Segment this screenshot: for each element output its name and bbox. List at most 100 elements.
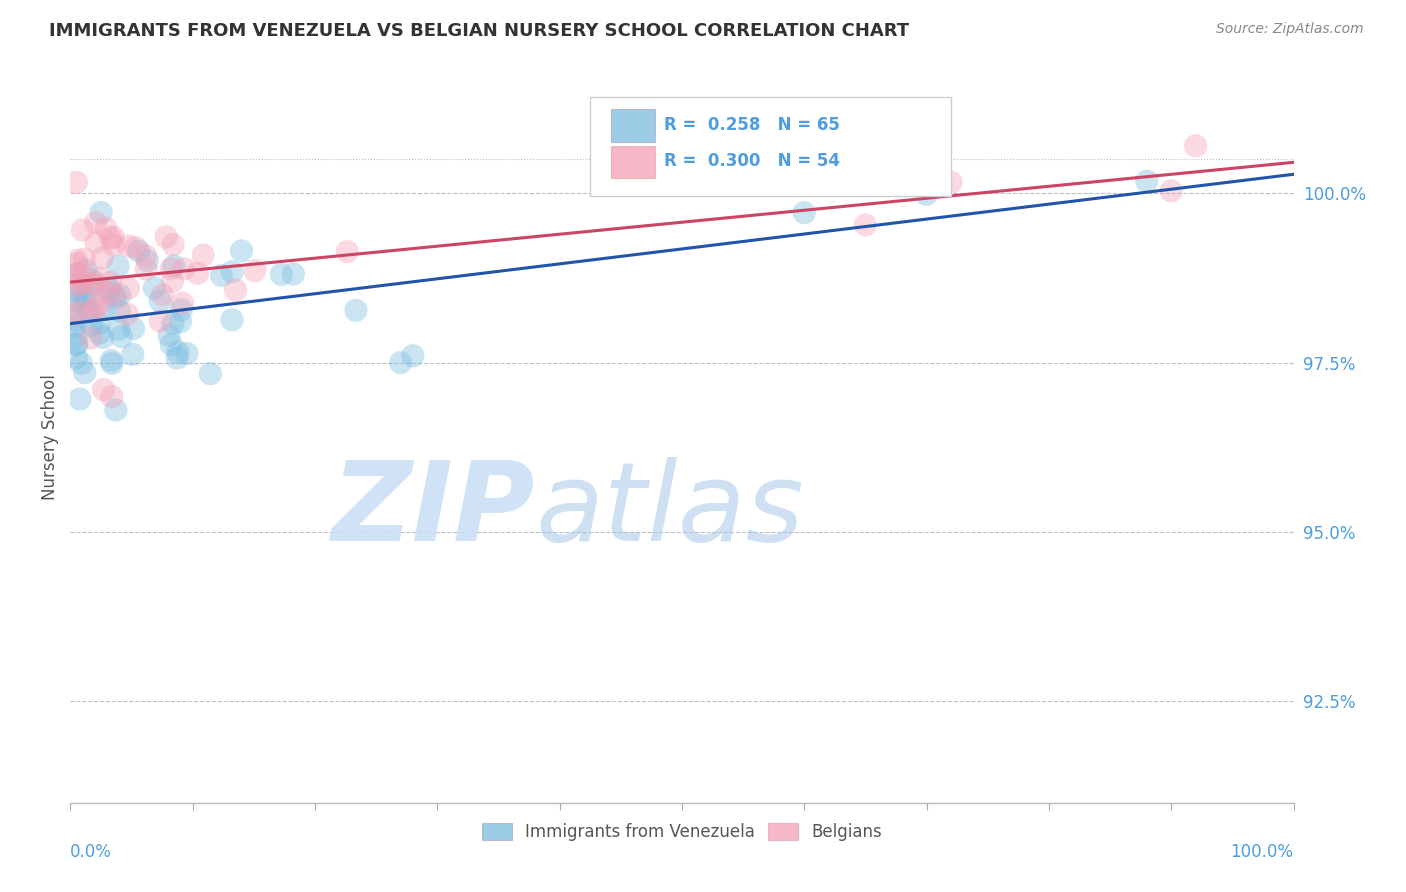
- Point: [100, 353, 122, 368]
- Point: [402, 349, 425, 363]
- Point: [162, 237, 184, 252]
- Point: [173, 261, 195, 276]
- Point: [80, 318, 103, 333]
- Point: [65, 293, 87, 308]
- Point: [103, 289, 125, 303]
- Point: [152, 288, 174, 302]
- Point: [69, 392, 91, 406]
- Point: [122, 321, 145, 335]
- Point: [87, 297, 110, 311]
- Point: [70, 277, 93, 292]
- Point: [793, 205, 815, 219]
- Point: [100, 275, 122, 289]
- Point: [101, 356, 124, 370]
- Point: [100, 231, 122, 245]
- Point: [389, 355, 412, 369]
- Text: 100.0%: 100.0%: [1230, 843, 1294, 861]
- Point: [76, 287, 98, 301]
- Point: [65, 284, 87, 298]
- Point: [65, 351, 87, 365]
- Text: R =  0.300   N = 54: R = 0.300 N = 54: [664, 153, 839, 170]
- Point: [107, 259, 129, 273]
- Point: [65, 337, 87, 351]
- Point: [336, 244, 359, 259]
- Point: [135, 262, 157, 277]
- Point: [108, 304, 131, 318]
- Text: ZIP: ZIP: [332, 457, 536, 564]
- Point: [283, 267, 305, 281]
- Point: [98, 283, 121, 297]
- Point: [93, 383, 115, 397]
- Point: [75, 263, 97, 277]
- Point: [65, 313, 87, 327]
- Point: [89, 317, 111, 331]
- Point: [94, 301, 117, 316]
- Point: [939, 175, 962, 189]
- Point: [84, 215, 107, 229]
- Point: [855, 218, 877, 232]
- Point: [231, 244, 253, 258]
- Point: [65, 318, 87, 333]
- Point: [65, 337, 87, 351]
- Point: [73, 290, 96, 304]
- Point: [80, 273, 103, 287]
- Point: [103, 238, 125, 252]
- Point: [65, 257, 87, 271]
- Point: [209, 268, 232, 283]
- Text: Source: ZipAtlas.com: Source: ZipAtlas.com: [1216, 22, 1364, 37]
- Y-axis label: Nursery School: Nursery School: [41, 374, 59, 500]
- Point: [83, 277, 105, 291]
- Point: [149, 314, 172, 328]
- Point: [65, 307, 87, 321]
- Point: [73, 366, 96, 380]
- Point: [160, 337, 183, 351]
- Point: [73, 267, 96, 281]
- Point: [69, 272, 91, 286]
- Point: [135, 249, 157, 263]
- Point: [221, 313, 243, 327]
- Point: [169, 315, 191, 329]
- Point: [108, 288, 131, 302]
- Point: [86, 300, 108, 314]
- Point: [166, 351, 188, 365]
- Legend: Immigrants from Venezuela, Belgians: Immigrants from Venezuela, Belgians: [474, 814, 890, 849]
- Point: [176, 346, 198, 360]
- Point: [128, 244, 150, 258]
- Point: [110, 329, 132, 343]
- Point: [170, 302, 193, 317]
- Point: [344, 303, 367, 318]
- Point: [77, 278, 100, 293]
- Point: [94, 221, 117, 235]
- Point: [186, 266, 208, 280]
- Text: IMMIGRANTS FROM VENEZUELA VS BELGIAN NURSERY SCHOOL CORRELATION CHART: IMMIGRANTS FROM VENEZUELA VS BELGIAN NUR…: [49, 22, 910, 40]
- FancyBboxPatch shape: [612, 110, 655, 142]
- Point: [65, 175, 87, 189]
- Point: [243, 263, 266, 277]
- Point: [97, 285, 120, 300]
- Point: [89, 326, 111, 341]
- Point: [121, 347, 143, 361]
- Point: [65, 328, 87, 343]
- Point: [270, 268, 292, 282]
- Point: [97, 282, 120, 296]
- Point: [65, 290, 87, 304]
- Point: [72, 223, 94, 237]
- Point: [101, 389, 124, 403]
- Point: [91, 251, 114, 265]
- Point: [155, 230, 177, 244]
- Point: [124, 240, 146, 254]
- Point: [104, 291, 127, 305]
- Point: [91, 330, 114, 344]
- Point: [225, 283, 247, 297]
- Point: [79, 331, 101, 345]
- Point: [65, 253, 87, 268]
- Point: [160, 261, 183, 276]
- Point: [162, 275, 184, 289]
- Point: [167, 345, 190, 359]
- Point: [149, 293, 172, 308]
- Point: [82, 303, 104, 318]
- Point: [157, 328, 180, 343]
- Point: [221, 265, 243, 279]
- Point: [90, 205, 112, 219]
- Point: [77, 305, 100, 319]
